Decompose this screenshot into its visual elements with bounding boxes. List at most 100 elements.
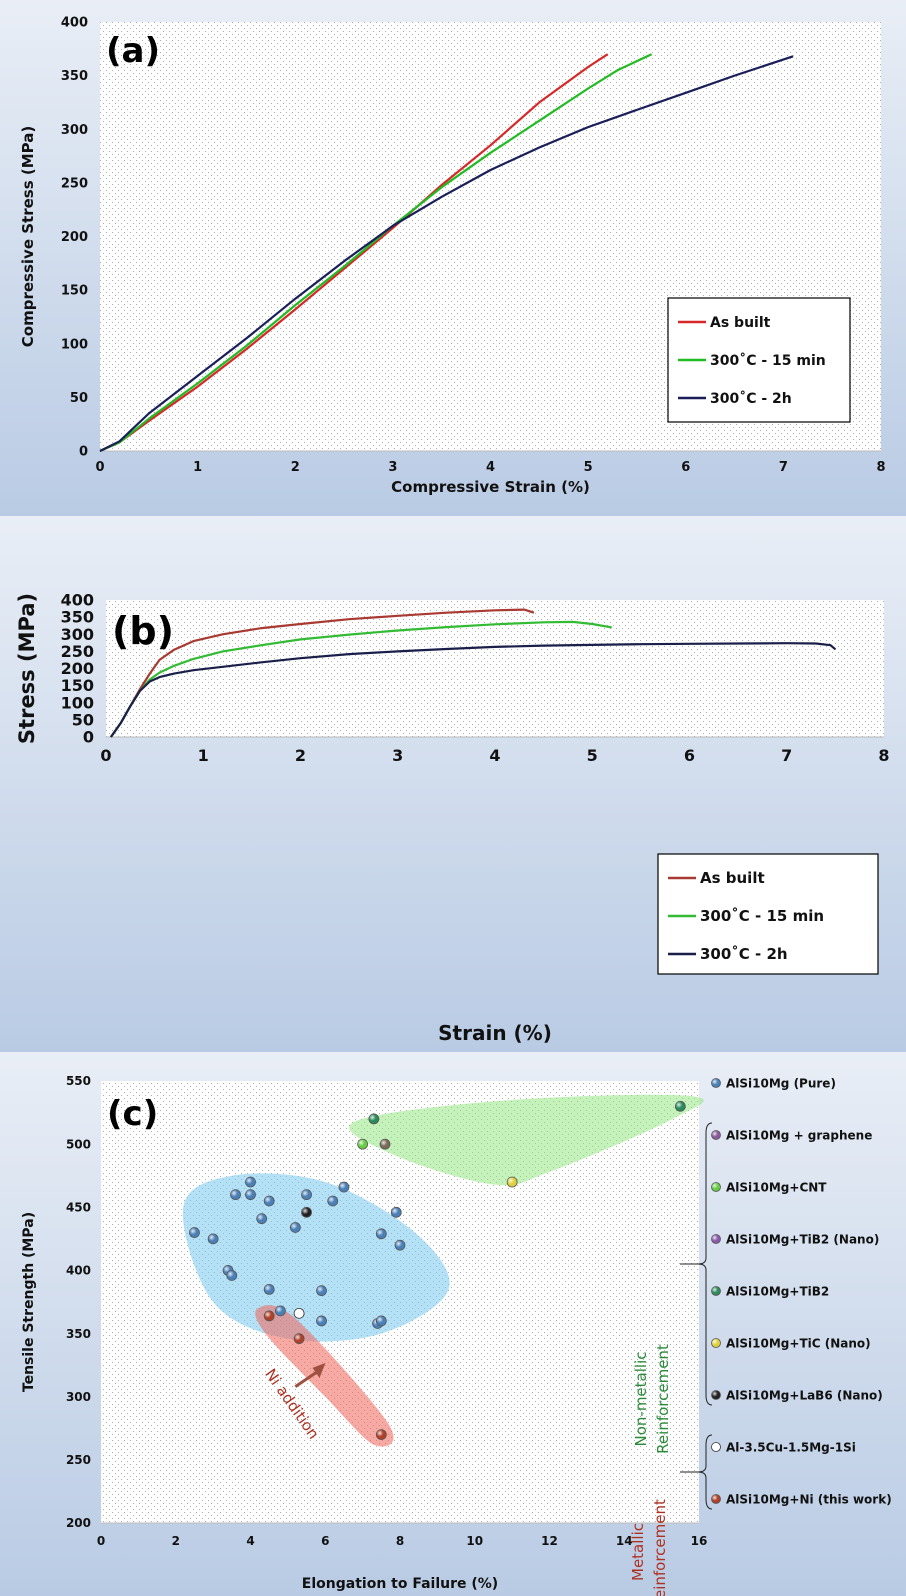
legend-marker-highlight [711,1234,721,1244]
x-tick-label: 8 [876,460,885,475]
y-tick-label: 50 [70,391,88,406]
data-point-highlight [264,1195,275,1206]
x-tick-label: 12 [541,1534,558,1548]
plot-area [106,600,884,737]
y-tick-label: 150 [61,284,88,299]
x-tick-label: 7 [779,460,788,475]
legend-marker-highlight [711,1442,721,1452]
data-point-highlight [226,1270,237,1281]
series-line-3 [99,55,794,452]
data-point-highlight [208,1233,219,1244]
x-tick-label: 4 [246,1534,254,1548]
legend-label: AlSi10Mg+Ni (this work) [726,1493,892,1507]
y-tick-label: 200 [61,230,88,245]
legend-label: AlSi10Mg+TiB2 [726,1285,829,1299]
legend-label: 300˚C - 2h [700,945,788,963]
y-tick-label: 300 [61,625,94,644]
y-axis-label: Tensile Strength (MPa) [21,1212,37,1392]
y-tick-label: 500 [66,1137,91,1151]
data-point-highlight [316,1285,327,1296]
x-tick-label: 3 [388,460,397,475]
x-tick-label: 4 [489,746,500,765]
panel-label: (b) [112,609,174,653]
x-tick-label: 6 [681,460,690,475]
legend-marker-highlight [711,1338,721,1348]
y-tick-label: 550 [66,1074,91,1088]
data-point-highlight [376,1429,387,1440]
ni-addition-arrowhead [312,1362,326,1378]
legend-marker-highlight [711,1130,721,1140]
panel-label: (c) [107,1094,158,1134]
legend-label: As built [700,869,765,887]
metallic-annotation: Metallic [629,1523,647,1581]
y-tick-label: 400 [66,1264,91,1278]
data-point-highlight [368,1113,379,1124]
x-tick-label: 8 [878,746,889,765]
metallic-annotation: reinforcement [651,1499,669,1596]
data-point-highlight [316,1315,327,1326]
data-point-highlight [327,1195,338,1206]
y-tick-label: 350 [61,69,88,84]
legend-label: 300˚C - 2h [710,390,792,407]
y-tick-label: 100 [61,337,88,352]
data-point-highlight [376,1315,387,1326]
x-tick-label: 0 [95,460,104,475]
legend-box [667,297,851,423]
x-tick-label: 4 [486,460,495,475]
y-tick-label: 400 [61,591,94,610]
legend-marker-highlight [711,1182,721,1192]
panel-c: 0 2 4 6 8 10 12 14 16 200 250 300 350 400 450 500 550 Elo… [0,1052,906,1596]
legend-label: AlSi10Mg+CNT [726,1181,827,1195]
legend-marker-highlight [711,1078,721,1088]
data-point-highlight [264,1310,275,1321]
legend-label: AlSi10Mg+TiC (Nano) [726,1337,871,1351]
x-tick-label: 6 [684,746,695,765]
legend-label: AlSi10Mg + graphene [726,1129,872,1143]
strength-elongation-chart: 0 2 4 6 8 10 12 14 16 200 250 300 350 400 450 500 550 Elo… [0,1052,906,1596]
panel-a: 0 1 2 3 4 5 6 7 8 0 50 100 150 200 250 300 350 400 Compres… [0,0,906,516]
data-point-highlight [376,1228,387,1239]
legend-label: AlSi10Mg (Pure) [726,1077,836,1091]
ni-cluster-region [255,1305,394,1447]
data-point-highlight [264,1284,275,1295]
series-line-3 [110,642,837,738]
legend-label: 300˚C - 15 min [700,907,824,925]
data-point-highlight [256,1213,267,1224]
x-tick-label: 10 [466,1534,483,1548]
y-tick-label: 400 [61,16,88,31]
data-point-highlight [301,1189,312,1200]
series-line-1 [99,53,609,453]
data-point-highlight [380,1139,391,1150]
legend-marker-highlight [711,1494,721,1504]
legend-marker-highlight [711,1286,721,1296]
y-axis-label: Compressive Stress (MPa) [19,126,37,347]
data-point-highlight [301,1207,312,1218]
x-tick-label: 7 [781,746,792,765]
x-tick-label: 2 [295,746,306,765]
legend-label: AlSi10Mg+LaB6 (Nano) [726,1389,883,1403]
y-tick-label: 350 [66,1327,91,1341]
x-tick-label: 2 [172,1534,180,1548]
y-axis-label: Stress (MPa) [15,593,39,744]
x-tick-label: 16 [691,1534,708,1548]
x-tick-label: 1 [193,460,202,475]
data-point-highlight [391,1207,402,1218]
data-point-highlight [338,1182,349,1193]
x-tick-label: 5 [584,460,593,475]
data-point-highlight [395,1240,405,1251]
y-tick-label: 50 [72,710,94,729]
data-point-highlight [275,1305,286,1316]
x-tick-label: 0 [100,746,111,765]
legend-label: 300˚C - 15 min [710,352,826,369]
compressive-chart: 0 1 2 3 4 5 6 7 8 0 50 100 150 200 250 300 350 400 Compres… [0,0,906,516]
tensile-curve-chart: 0 1 2 3 4 5 6 7 8050100150200250300350400Strain … [0,516,906,1052]
x-tick-label: 14 [616,1534,633,1548]
y-tick-label: 250 [61,642,94,661]
x-tick-label: 1 [198,746,209,765]
x-tick-label: 8 [396,1534,404,1548]
x-tick-label: 0 [97,1534,105,1548]
non-metallic-cluster-region [349,1094,704,1186]
pure-cluster-region [182,1173,450,1342]
data-point-highlight [245,1189,256,1200]
x-tick-label: 3 [392,746,403,765]
